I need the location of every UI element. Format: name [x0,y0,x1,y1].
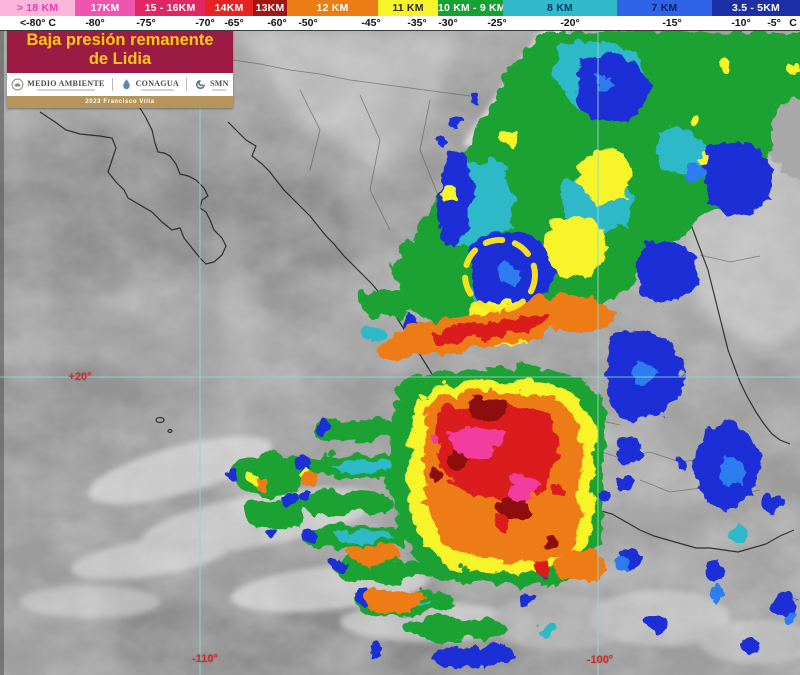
scale-temperature-label: -10° [731,17,751,29]
baja-california-coast [39,99,227,265]
event-header-box: Baja presión remanente de Lidia MEDIO AM… [7,28,233,108]
agency-label: CONAGUA [135,78,180,88]
water-drop-icon [122,79,130,90]
scale-altitude-segment: > 18 KM [0,0,75,16]
altitude-scale-row: > 18 KM 17KM 15 - 16KM 14KM 13KM 12 KM 11 KM 10… [0,0,800,16]
scale-altitude-segment: 10 KM - 9 KM [438,0,503,16]
agency-medio-ambiente: MEDIO AMBIENTE [11,78,104,91]
event-title-line2: de Lidia [88,50,152,68]
agency-label: MEDIO AMBIENTE [27,78,105,88]
scale-altitude-segment: 13KM [253,0,287,16]
scale-temperature-label: -70° [195,17,215,29]
agency-subtext-line [141,88,174,91]
grid-lines [0,30,800,675]
agency-strip: MEDIO AMBIENTE CONAGUA SMN [7,73,233,96]
scale-temperature-label: <-80° C [19,17,57,29]
island-outline [155,416,173,434]
event-title: Baja presión remanente de Lidia [7,28,233,73]
scale-temperature-label: -50° [298,17,318,29]
scale-temperature-label: -15° [662,17,682,29]
scale-altitude-segment: 14KM [205,0,253,16]
scale-altitude-segment: 11 KM [378,0,438,16]
scale-temperature-label: C [789,17,797,29]
scale-altitude-segment: 12 KM [287,0,378,16]
scale-altitude-segment: 17KM [75,0,135,16]
scale-temperature-label: -30° [438,17,458,29]
scale-altitude-segment: 8 KM [503,0,617,16]
scale-temperature-label: -25° [487,17,507,29]
hurricane-swirl-icon [195,79,206,90]
scale-temperature-label: -60° [267,17,287,29]
convection-overlay [226,28,800,664]
agency-subtext-line [36,88,95,91]
gov-banner: 2023 Francisco Villa [7,96,233,108]
divider [111,78,113,91]
agency-conagua: CONAGUA [120,78,179,91]
scale-temperature-label: -35° [407,17,427,29]
agency-smn: SMN [194,78,229,91]
scale-temperature-label: -65° [224,17,244,29]
eagle-seal-icon [11,78,24,91]
event-title-line1: Baja presión remanente [26,31,214,49]
divider [186,78,188,91]
low-center-annotation-circle [462,237,538,313]
scale-temperature-label: -75° [136,17,156,29]
temperature-scale-row: <-80° C -80° -75° -70° -65° -60° -50° -45° -35° -… [0,16,800,31]
scale-altitude-segment: 15 - 16KM [135,0,205,16]
scale-temperature-label: -5° [767,17,781,29]
agency-subtext-line [212,88,227,91]
scale-temperature-label: -45° [361,17,381,29]
agency-label: SMN [210,78,229,88]
scale-temperature-label: -20° [560,17,580,29]
cloud-top-scale-bar: > 18 KM 17KM 15 - 16KM 14KM 13KM 12 KM 11 KM 10… [0,0,800,31]
scale-altitude-segment: 3.5 - 5KM [712,0,800,16]
scale-altitude-segment: 7 KM [617,0,712,16]
scale-temperature-label: -80° [85,17,105,29]
